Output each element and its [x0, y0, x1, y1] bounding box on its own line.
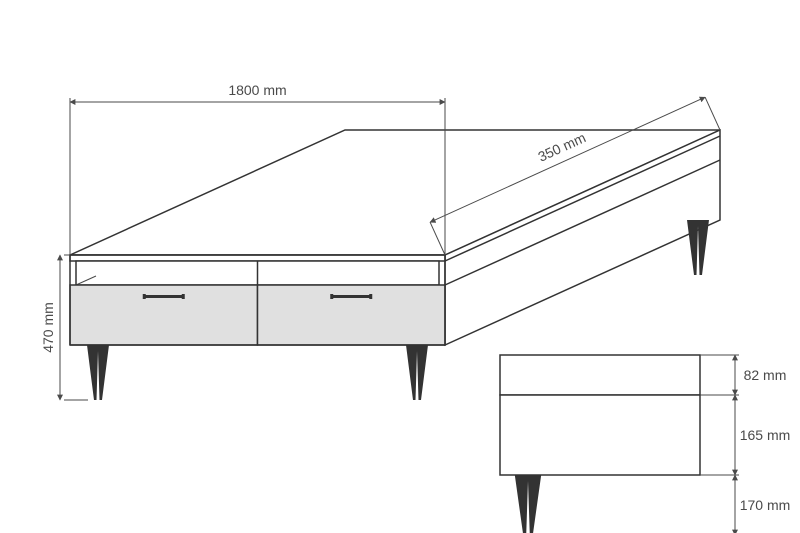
drawer-left [70, 285, 258, 345]
handle-right [331, 295, 371, 298]
dimension-width-label: 1800 mm [228, 82, 286, 98]
dimension-height-label: 470 mm [40, 302, 56, 353]
handle-left [144, 295, 184, 298]
detail-drawer-section [500, 395, 700, 475]
detail-section-view: 82 mm 165 mm 170 mm [500, 355, 790, 533]
detail-dimension-label-1: 165 mm [740, 427, 791, 443]
detail-dimension-label-2: 170 mm [740, 497, 791, 513]
top-edge-front [70, 255, 445, 261]
isometric-view: 1800 mm350 mm470 mm [40, 82, 720, 400]
leg-front-right [406, 345, 428, 400]
detail-dimension-label-0: 82 mm [744, 367, 787, 383]
detail-leg [515, 475, 541, 533]
drawer-right [258, 285, 446, 345]
detail-shelf-section [500, 355, 700, 395]
leg-front-left [87, 345, 109, 400]
technical-drawing: 1800 mm350 mm470 mm 82 mm 165 mm 170 mm [0, 0, 800, 533]
